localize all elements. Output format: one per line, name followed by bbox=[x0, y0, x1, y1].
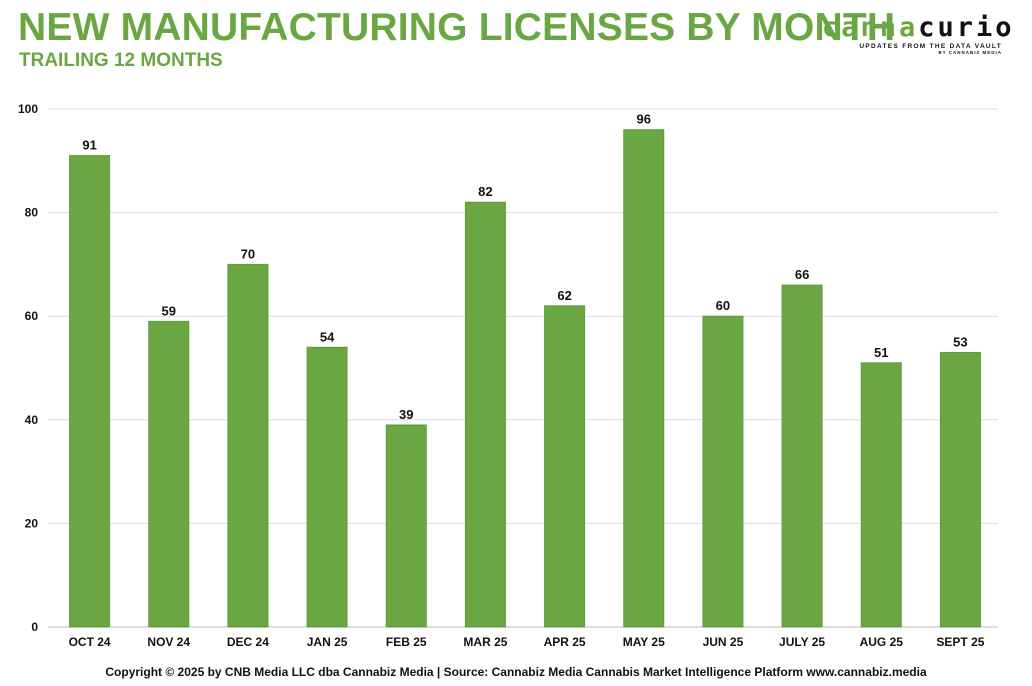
bar-nov-24 bbox=[148, 320, 190, 628]
bar-may-25 bbox=[623, 129, 665, 628]
data-label: 53 bbox=[953, 334, 967, 349]
logo-byline: BY CANNABIZ MEDIA bbox=[938, 50, 1002, 55]
x-tick-label: JAN 25 bbox=[307, 635, 348, 649]
bar-oct-24 bbox=[69, 155, 111, 628]
x-tick-label: NOV 24 bbox=[147, 635, 190, 649]
bar-jun-25 bbox=[702, 315, 744, 628]
x-axis-ticks: OCT 24 NOV 24 DEC 24 JAN 25 FEB 25 MAR 25 APR … bbox=[69, 635, 985, 649]
y-tick-label: 40 bbox=[25, 413, 39, 427]
x-tick-label: JULY 25 bbox=[779, 635, 825, 649]
y-tick-label: 80 bbox=[25, 206, 39, 220]
data-label: 66 bbox=[795, 267, 809, 282]
data-label: 59 bbox=[162, 303, 176, 318]
logo-wordmark: cannacurio bbox=[822, 12, 1012, 43]
bars bbox=[69, 129, 981, 628]
data-label: 96 bbox=[637, 112, 651, 127]
y-tick-label: 0 bbox=[31, 620, 38, 634]
data-label: 39 bbox=[399, 407, 413, 422]
x-tick-label: MAY 25 bbox=[623, 635, 665, 649]
bar-feb-25 bbox=[385, 424, 427, 628]
logo-word-part1: canna bbox=[822, 12, 919, 43]
copyright-footer: Copyright © 2025 by CNB Media LLC dba Ca… bbox=[105, 665, 927, 679]
bar-july-25 bbox=[781, 284, 823, 628]
x-tick-label: OCT 24 bbox=[69, 635, 111, 649]
data-label: 82 bbox=[478, 184, 492, 199]
x-tick-label: MAR 25 bbox=[463, 635, 507, 649]
bar-apr-25 bbox=[544, 305, 586, 628]
bar-sept-25 bbox=[939, 351, 981, 628]
x-tick-label: FEB 25 bbox=[386, 635, 427, 649]
logo-tagline: UPDATES FROM THE DATA VAULT bbox=[859, 43, 1002, 50]
chart-title: NEW MANUFACTURING LICENSES BY MONTH bbox=[18, 6, 896, 49]
y-tick-label: 20 bbox=[25, 516, 39, 530]
chart-subtitle: TRAILING 12 MONTHS bbox=[19, 50, 223, 71]
data-label: 70 bbox=[241, 246, 255, 261]
cannacurio-logo: cannacurio UPDATES FROM THE DATA VAULT B… bbox=[822, 12, 1012, 56]
bar-aug-25 bbox=[860, 362, 902, 628]
y-tick-label: 60 bbox=[25, 309, 39, 323]
logo-word-part2: curio bbox=[918, 12, 1015, 43]
x-tick-label: JUN 25 bbox=[703, 635, 744, 649]
data-label: 60 bbox=[716, 298, 730, 313]
data-label: 62 bbox=[557, 288, 571, 303]
data-label: 54 bbox=[320, 329, 335, 344]
x-tick-label: DEC 24 bbox=[227, 635, 269, 649]
bar-jan-25 bbox=[306, 346, 348, 628]
data-label: 91 bbox=[82, 138, 96, 153]
bar-mar-25 bbox=[464, 201, 506, 628]
y-axis-ticks: 0 20 40 60 80 100 bbox=[18, 102, 38, 634]
x-tick-label: APR 25 bbox=[544, 635, 586, 649]
data-label: 51 bbox=[874, 345, 888, 360]
x-tick-label: AUG 25 bbox=[860, 635, 904, 649]
gridlines bbox=[48, 108, 998, 628]
bar-dec-24 bbox=[227, 263, 269, 628]
y-tick-label: 100 bbox=[18, 102, 38, 116]
x-tick-label: SEPT 25 bbox=[936, 635, 984, 649]
data-labels: 91 59 70 54 39 82 62 96 60 66 51 53 bbox=[82, 112, 967, 422]
